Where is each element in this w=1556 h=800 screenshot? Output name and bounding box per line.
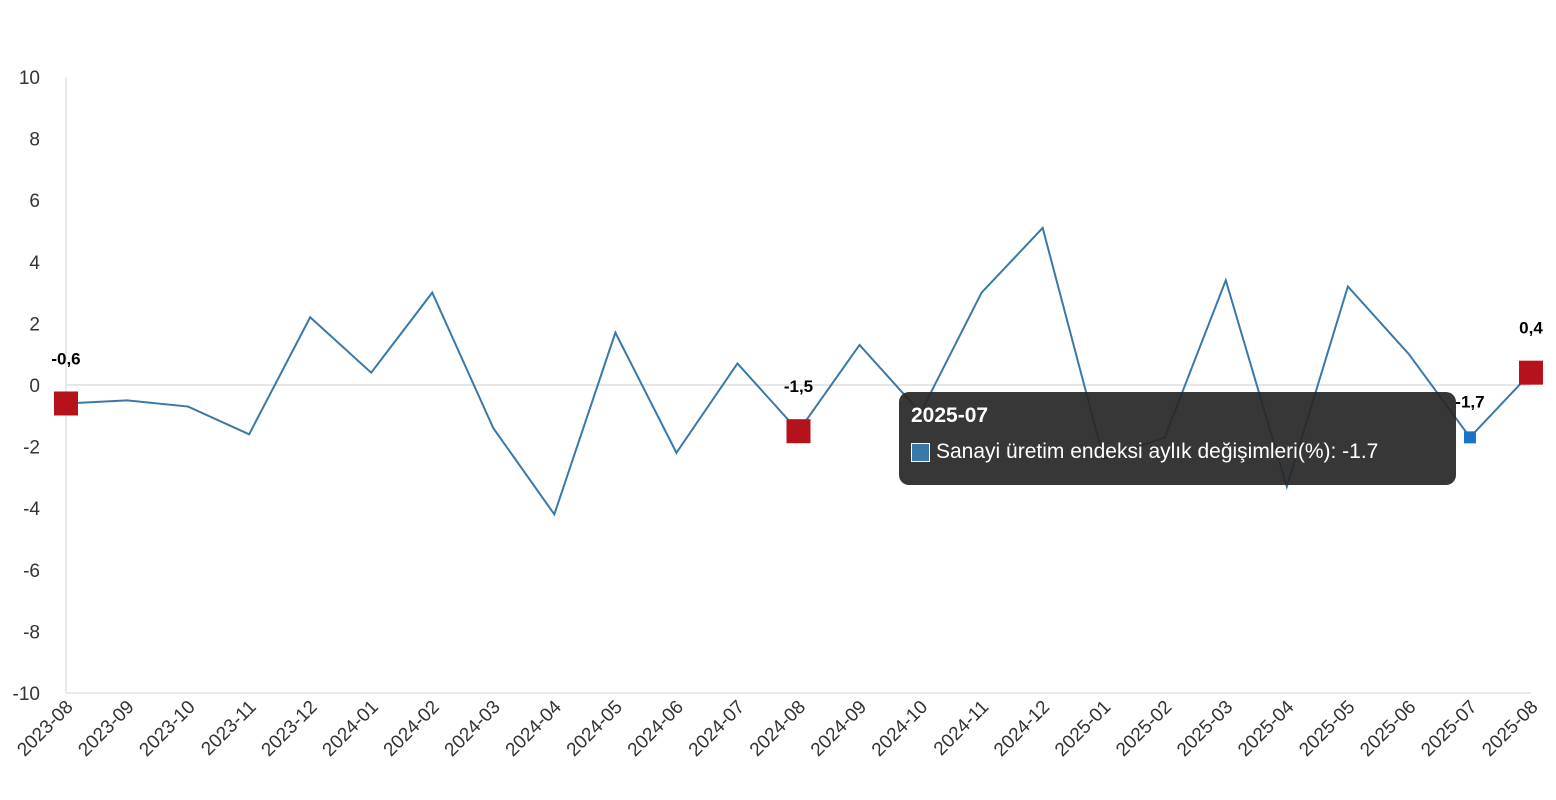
x-tick-label: 2024-05 xyxy=(563,697,627,761)
x-tick-label: 2024-04 xyxy=(502,696,566,760)
x-tick-label: 2025-02 xyxy=(1112,697,1176,761)
x-tick-label: 2025-06 xyxy=(1356,697,1420,761)
x-tick-label: 2024-03 xyxy=(441,697,505,761)
y-tick-label: 6 xyxy=(29,191,40,212)
y-tick-label: 10 xyxy=(19,68,40,89)
hover-point-marker[interactable] xyxy=(1463,431,1476,444)
x-tick-label: 2024-09 xyxy=(807,697,871,761)
data-label: -0,6 xyxy=(51,349,80,368)
x-tick-label: 2025-08 xyxy=(1478,697,1542,761)
y-tick-label: 0 xyxy=(29,376,40,397)
y-tick-label: -10 xyxy=(13,684,40,705)
data-label: 0,4 xyxy=(1519,319,1543,338)
x-tick-label: 2024-02 xyxy=(380,697,444,761)
x-axis: 2023-082023-092023-102023-112023-122024-… xyxy=(13,692,1543,761)
y-tick-label: -8 xyxy=(23,622,40,643)
x-tick-label: 2024-01 xyxy=(319,697,383,761)
x-tick-label: 2024-11 xyxy=(930,697,993,760)
x-tick-label: 2025-04 xyxy=(1234,696,1298,760)
highlight-point-marker[interactable] xyxy=(54,391,78,416)
x-tick-label: 2023-09 xyxy=(74,697,138,761)
x-tick-label: 2025-01 xyxy=(1051,697,1115,761)
series-layer xyxy=(54,225,1543,517)
y-axis: 10 8 6 4 2 0 -2 -4 -6 -8 -10 xyxy=(13,68,1531,705)
highlight-point-marker[interactable] xyxy=(1519,360,1543,385)
x-tick-label: 2024-06 xyxy=(624,697,688,761)
x-tick-label: 2024-07 xyxy=(685,697,749,761)
tooltip-series-value: Sanayi üretim endeksi aylık değişimleri(… xyxy=(936,440,1379,463)
x-tick-label: 2023-08 xyxy=(13,697,77,761)
y-tick-label: 8 xyxy=(29,130,40,151)
x-tick-label: 2024-12 xyxy=(990,697,1054,761)
y-tick-label: -2 xyxy=(23,438,40,459)
x-tick-label: 2024-10 xyxy=(868,697,932,761)
x-tick-label: 2025-03 xyxy=(1173,697,1237,761)
hover-tooltip: 2025-07 Sanayi üretim endeksi aylık deği… xyxy=(899,392,1456,485)
x-tick-label: 2023-11 xyxy=(197,697,260,760)
x-tick-label: 2023-10 xyxy=(135,697,199,761)
tooltip-title: 2025-07 xyxy=(911,404,989,427)
highlight-point-marker[interactable] xyxy=(786,419,811,444)
tooltip-row: Sanayi üretim endeksi aylık değişimleri(… xyxy=(911,440,1444,464)
y-tick-label: 2 xyxy=(29,314,40,335)
y-tick-label: -4 xyxy=(23,499,40,520)
x-tick-label: 2025-05 xyxy=(1295,697,1359,761)
x-tick-label: 2023-12 xyxy=(258,697,322,761)
y-tick-label: 4 xyxy=(29,253,40,274)
data-label: -1,5 xyxy=(784,377,813,396)
tooltip-series-swatch xyxy=(911,442,930,462)
data-label: -1,7 xyxy=(1455,392,1484,411)
x-tick-label: 2024-08 xyxy=(746,697,810,761)
data-labels-layer: -0,6 -1,5 -1,7 0,4 xyxy=(51,319,1543,412)
x-tick-label: 2025-07 xyxy=(1417,697,1481,761)
y-tick-label: -6 xyxy=(23,561,40,582)
